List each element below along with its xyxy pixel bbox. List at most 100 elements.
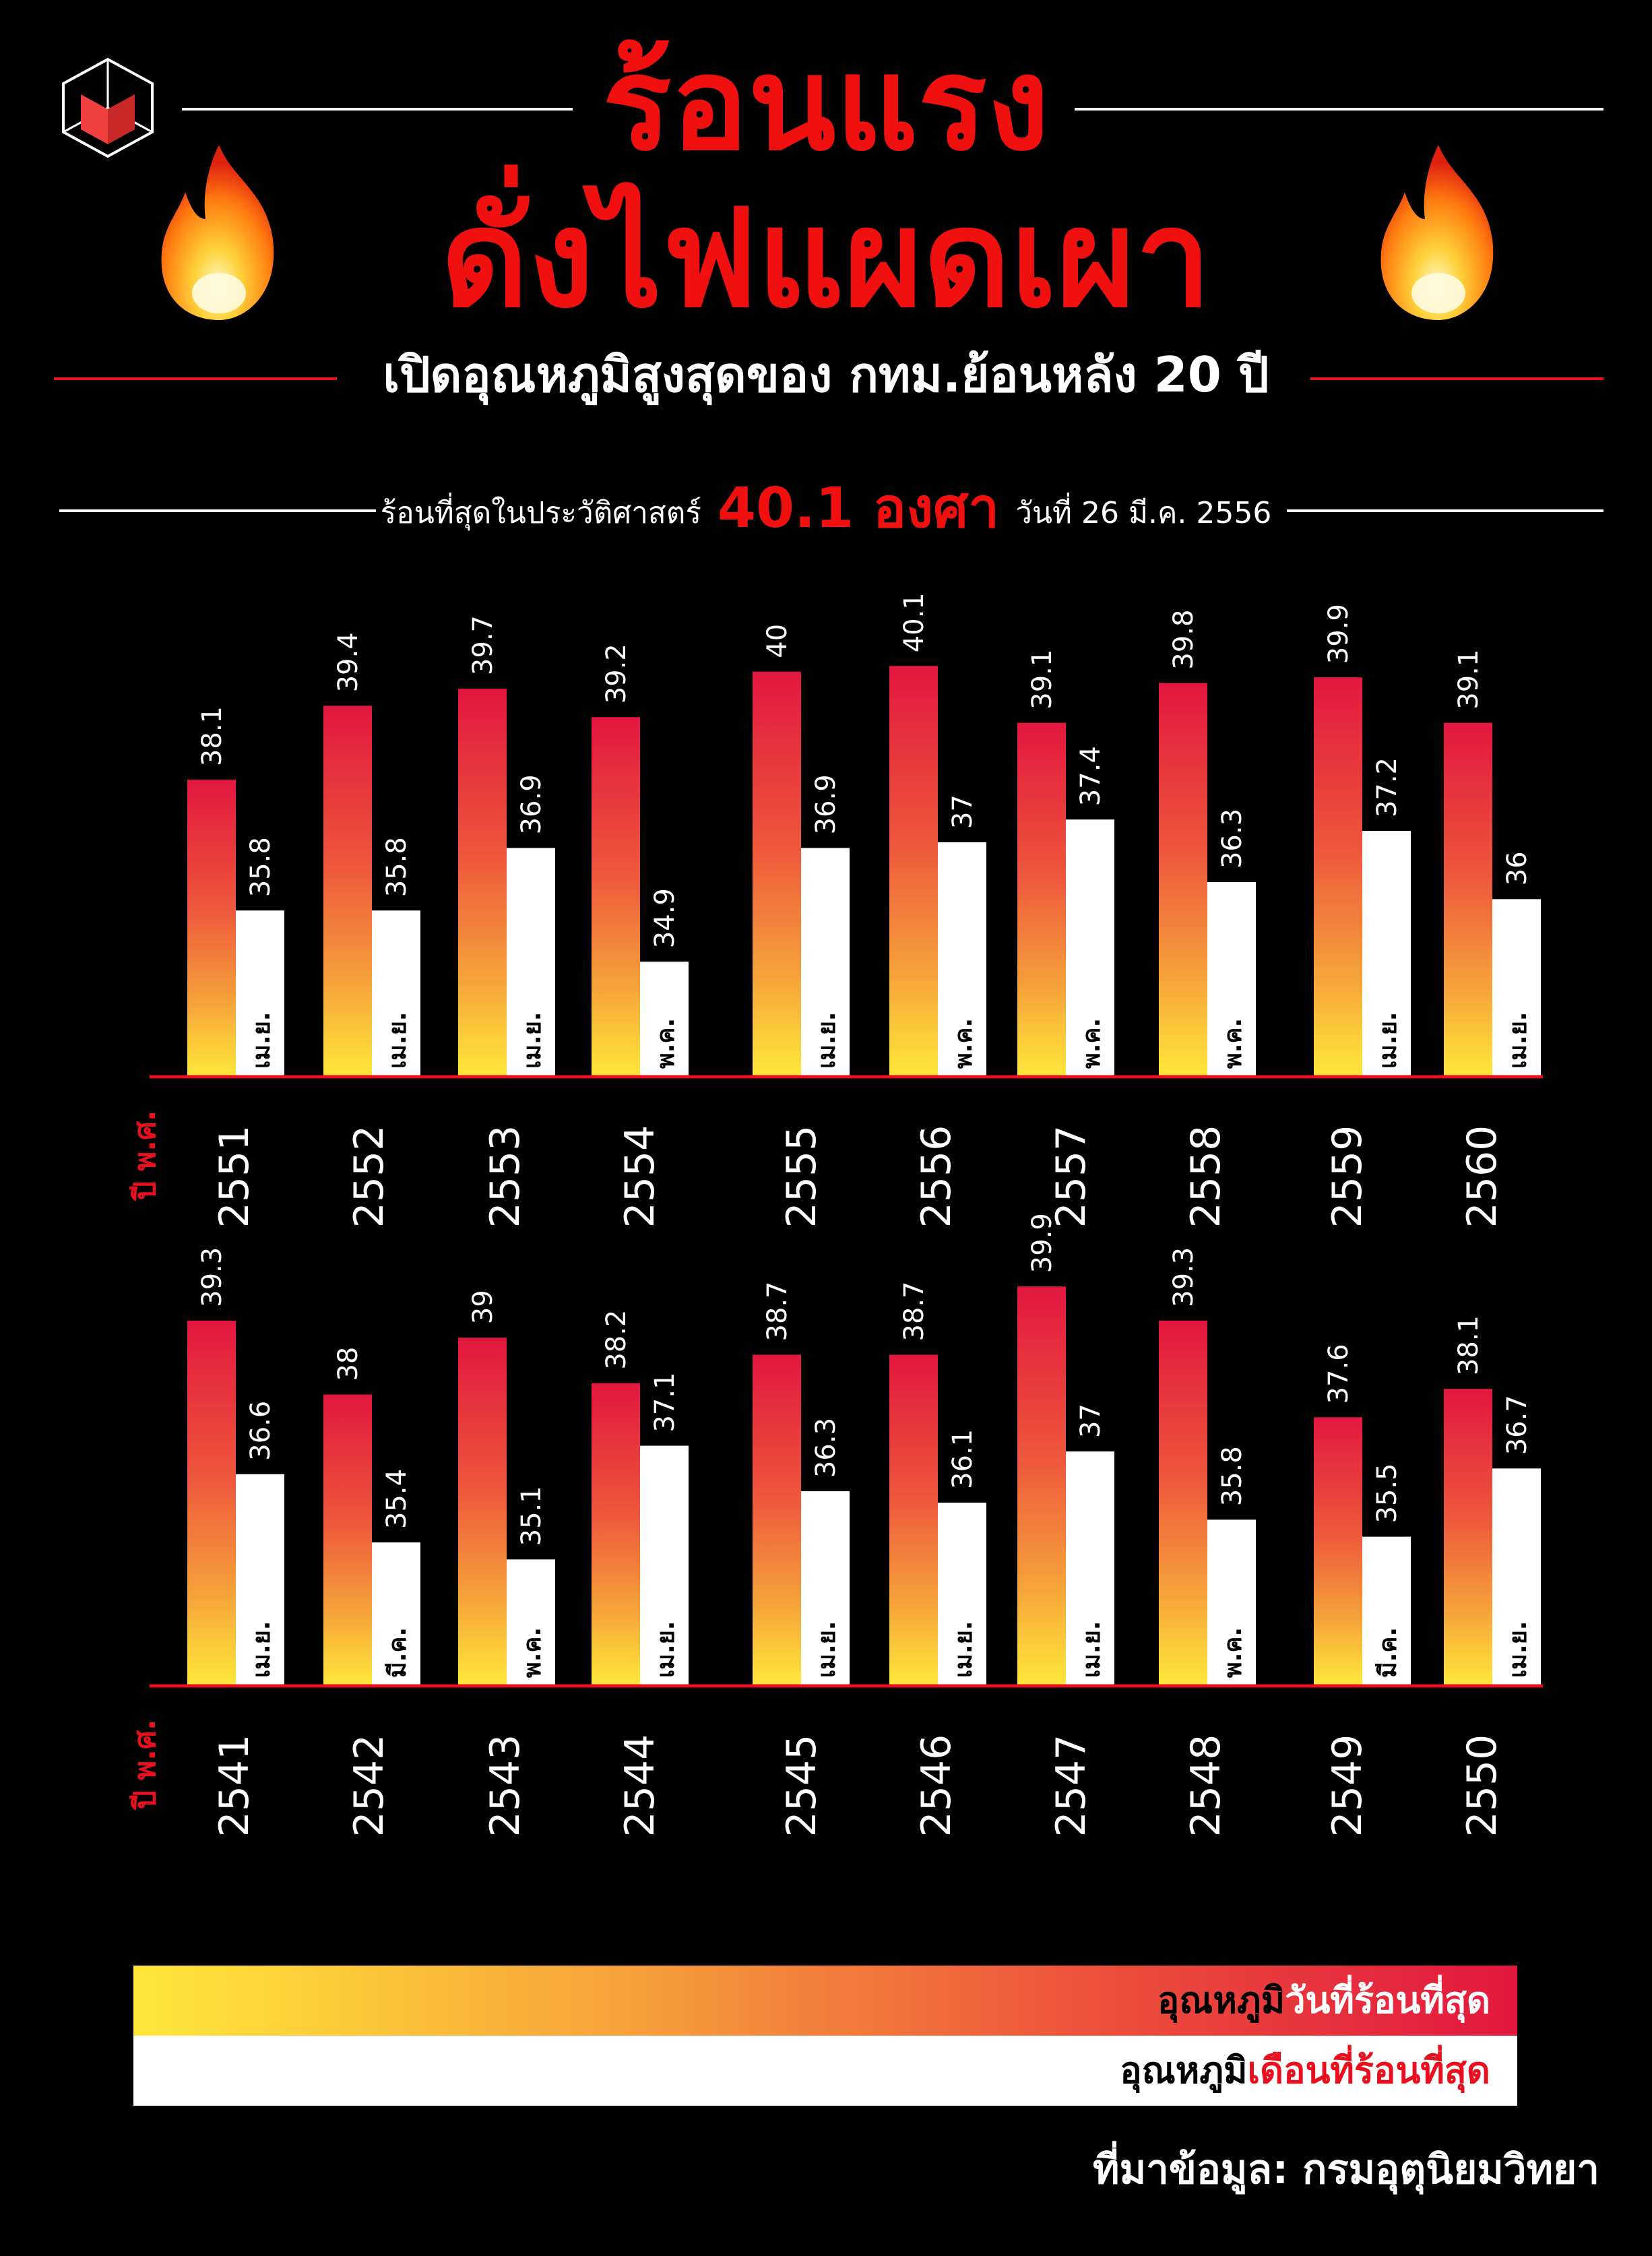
subtitle-rule-left [54,377,337,380]
label-month-2558: 36.3 [1217,809,1248,869]
cube-logo-icon [62,57,154,158]
label-hot-2560: 39.1 [1453,650,1484,710]
year-label-2548: 2548 [1182,1734,1230,1838]
month-name-2557: พ.ค. [1078,1018,1106,1069]
bar-hot-2559 [1314,677,1362,1075]
title-line-2: ดั่งไฟแผดเผา [441,181,1211,338]
month-name-2549: มี.ค. [1374,1627,1402,1678]
label-hot-2556: 40.1 [899,592,930,652]
bar-month-2549 [1362,1536,1411,1685]
label-month-2554: 34.9 [649,888,680,948]
month-name-2554: พ.ค. [652,1018,680,1069]
label-hot-2558: 39.8 [1168,610,1199,670]
label-hot-2547: 39.9 [1027,1213,1058,1273]
label-month-2545: 36.3 [811,1418,841,1478]
year-label-2557: 2557 [1048,1125,1095,1228]
label-month-2548: 35.8 [1217,1446,1248,1506]
label-hot-2544: 38.2 [601,1310,632,1370]
month-name-2552: เม.ย. [384,1012,412,1069]
bar-month-2560 [1492,899,1541,1075]
record-date: วันที่ 26 มี.ค. 2556 [1015,496,1272,530]
bar-hot-2556 [889,666,938,1075]
month-name-2547: เม.ย. [1078,1621,1106,1678]
label-month-2547: 37 [1075,1404,1106,1438]
year-label-2542: 2542 [346,1734,393,1838]
month-name-2559: เม.ย. [1374,1012,1402,1069]
bar-month-2546 [938,1502,986,1685]
year-label-2544: 2544 [616,1734,664,1838]
legend-hot-highlight: วันที่ร้อนที่สุด [1285,1979,1490,2022]
month-name-2550: เม.ย. [1504,1621,1532,1678]
month-name-2544: เม.ย. [652,1621,680,1678]
bar-hot-2557 [1017,722,1066,1075]
label-hot-2559: 39.9 [1323,604,1354,664]
record-rule-right [1287,509,1603,512]
label-hot-2545: 38.7 [762,1281,793,1341]
subtitle-rule-right [1310,377,1603,380]
year-label-2559: 2559 [1324,1125,1371,1228]
month-name-2560: เม.ย. [1504,1012,1532,1069]
year-label-2555: 2555 [778,1125,825,1228]
bar-hot-2558 [1159,683,1207,1075]
legend-month-prefix: อุณหภูมิ [1120,2049,1248,2092]
bar-hot-2545 [753,1354,801,1685]
label-month-2553: 36.9 [516,774,547,834]
year-label-2551: 2551 [211,1125,258,1228]
bar-month-2543 [507,1559,555,1685]
bar-month-2553 [507,848,555,1075]
label-hot-2541: 39.3 [197,1247,228,1307]
bar-hot-2550 [1444,1389,1492,1685]
legend-hot-month: อุณหภูมิเดือนที่ร้อนที่สุด [133,2036,1517,2106]
label-month-2560: 36 [1502,851,1533,885]
bar-hot-2543 [458,1338,507,1685]
record-value: 40.1 องศา [717,476,1000,540]
label-month-2541: 36.6 [245,1401,276,1461]
record-prefix: ร้อนที่สุดในประวัติศาสตร์ [380,496,701,530]
legend-hot-prefix: อุณหภูมิ [1157,1979,1285,2022]
label-hot-2542: 38 [333,1347,364,1381]
month-name-2556: พ.ค. [950,1018,978,1069]
bar-month-2541 [236,1474,284,1685]
label-month-2551: 35.8 [245,837,276,897]
label-month-2557: 37.4 [1075,746,1106,806]
bar-hot-2547 [1017,1286,1066,1685]
bar-month-2554 [640,962,689,1075]
month-name-2542: มี.ค. [384,1627,412,1678]
data-source: ที่มาข้อมูล: กรมอุตุนิยมวิทยา [1093,2146,1599,2193]
bar-hot-2549 [1314,1417,1362,1685]
month-name-2545: เม.ย. [813,1621,841,1678]
month-name-2548: พ.ค. [1219,1627,1247,1678]
title-rule-left [182,108,573,111]
year-label-2554: 2554 [616,1125,664,1228]
label-hot-2549: 37.6 [1323,1344,1354,1404]
year-label-2556: 2556 [913,1125,960,1228]
month-name-2543: พ.ค. [519,1627,546,1678]
year-label-2543: 2543 [482,1734,529,1838]
axis-label-year: ปี พ.ศ. [128,1719,162,1811]
year-label-2560: 2560 [1459,1125,1506,1228]
legend-hot-day: อุณหภูมิวันที่ร้อนที่สุด [133,1966,1517,2036]
label-month-2559: 37.2 [1372,757,1403,817]
bar-hot-2551 [187,780,236,1075]
bar-month-2542 [372,1542,420,1685]
label-month-2550: 36.7 [1502,1395,1533,1455]
bar-hot-2560 [1444,722,1492,1075]
label-hot-2551: 38.1 [197,706,228,766]
month-name-2546: เม.ย. [950,1621,978,1678]
bar-month-2550 [1492,1468,1541,1685]
bar-month-2552 [372,910,420,1075]
bar-month-2548 [1207,1519,1256,1685]
year-label-2549: 2549 [1324,1734,1371,1838]
bar-month-2544 [640,1445,689,1685]
bar-month-2559 [1362,831,1411,1075]
label-hot-2548: 39.3 [1168,1247,1199,1307]
label-hot-2554: 39.2 [601,644,632,703]
label-month-2552: 35.8 [381,837,412,897]
label-hot-2557: 39.1 [1027,650,1058,710]
year-label-2545: 2545 [778,1734,825,1838]
bar-month-2545 [801,1491,850,1685]
label-month-2556: 37 [947,794,978,829]
record-row: ร้อนที่สุดในประวัติศาสตร์ 40.1 องศา วันที่… [0,478,1652,544]
bar-month-2556 [938,842,986,1075]
year-label-2558: 2558 [1182,1125,1230,1228]
